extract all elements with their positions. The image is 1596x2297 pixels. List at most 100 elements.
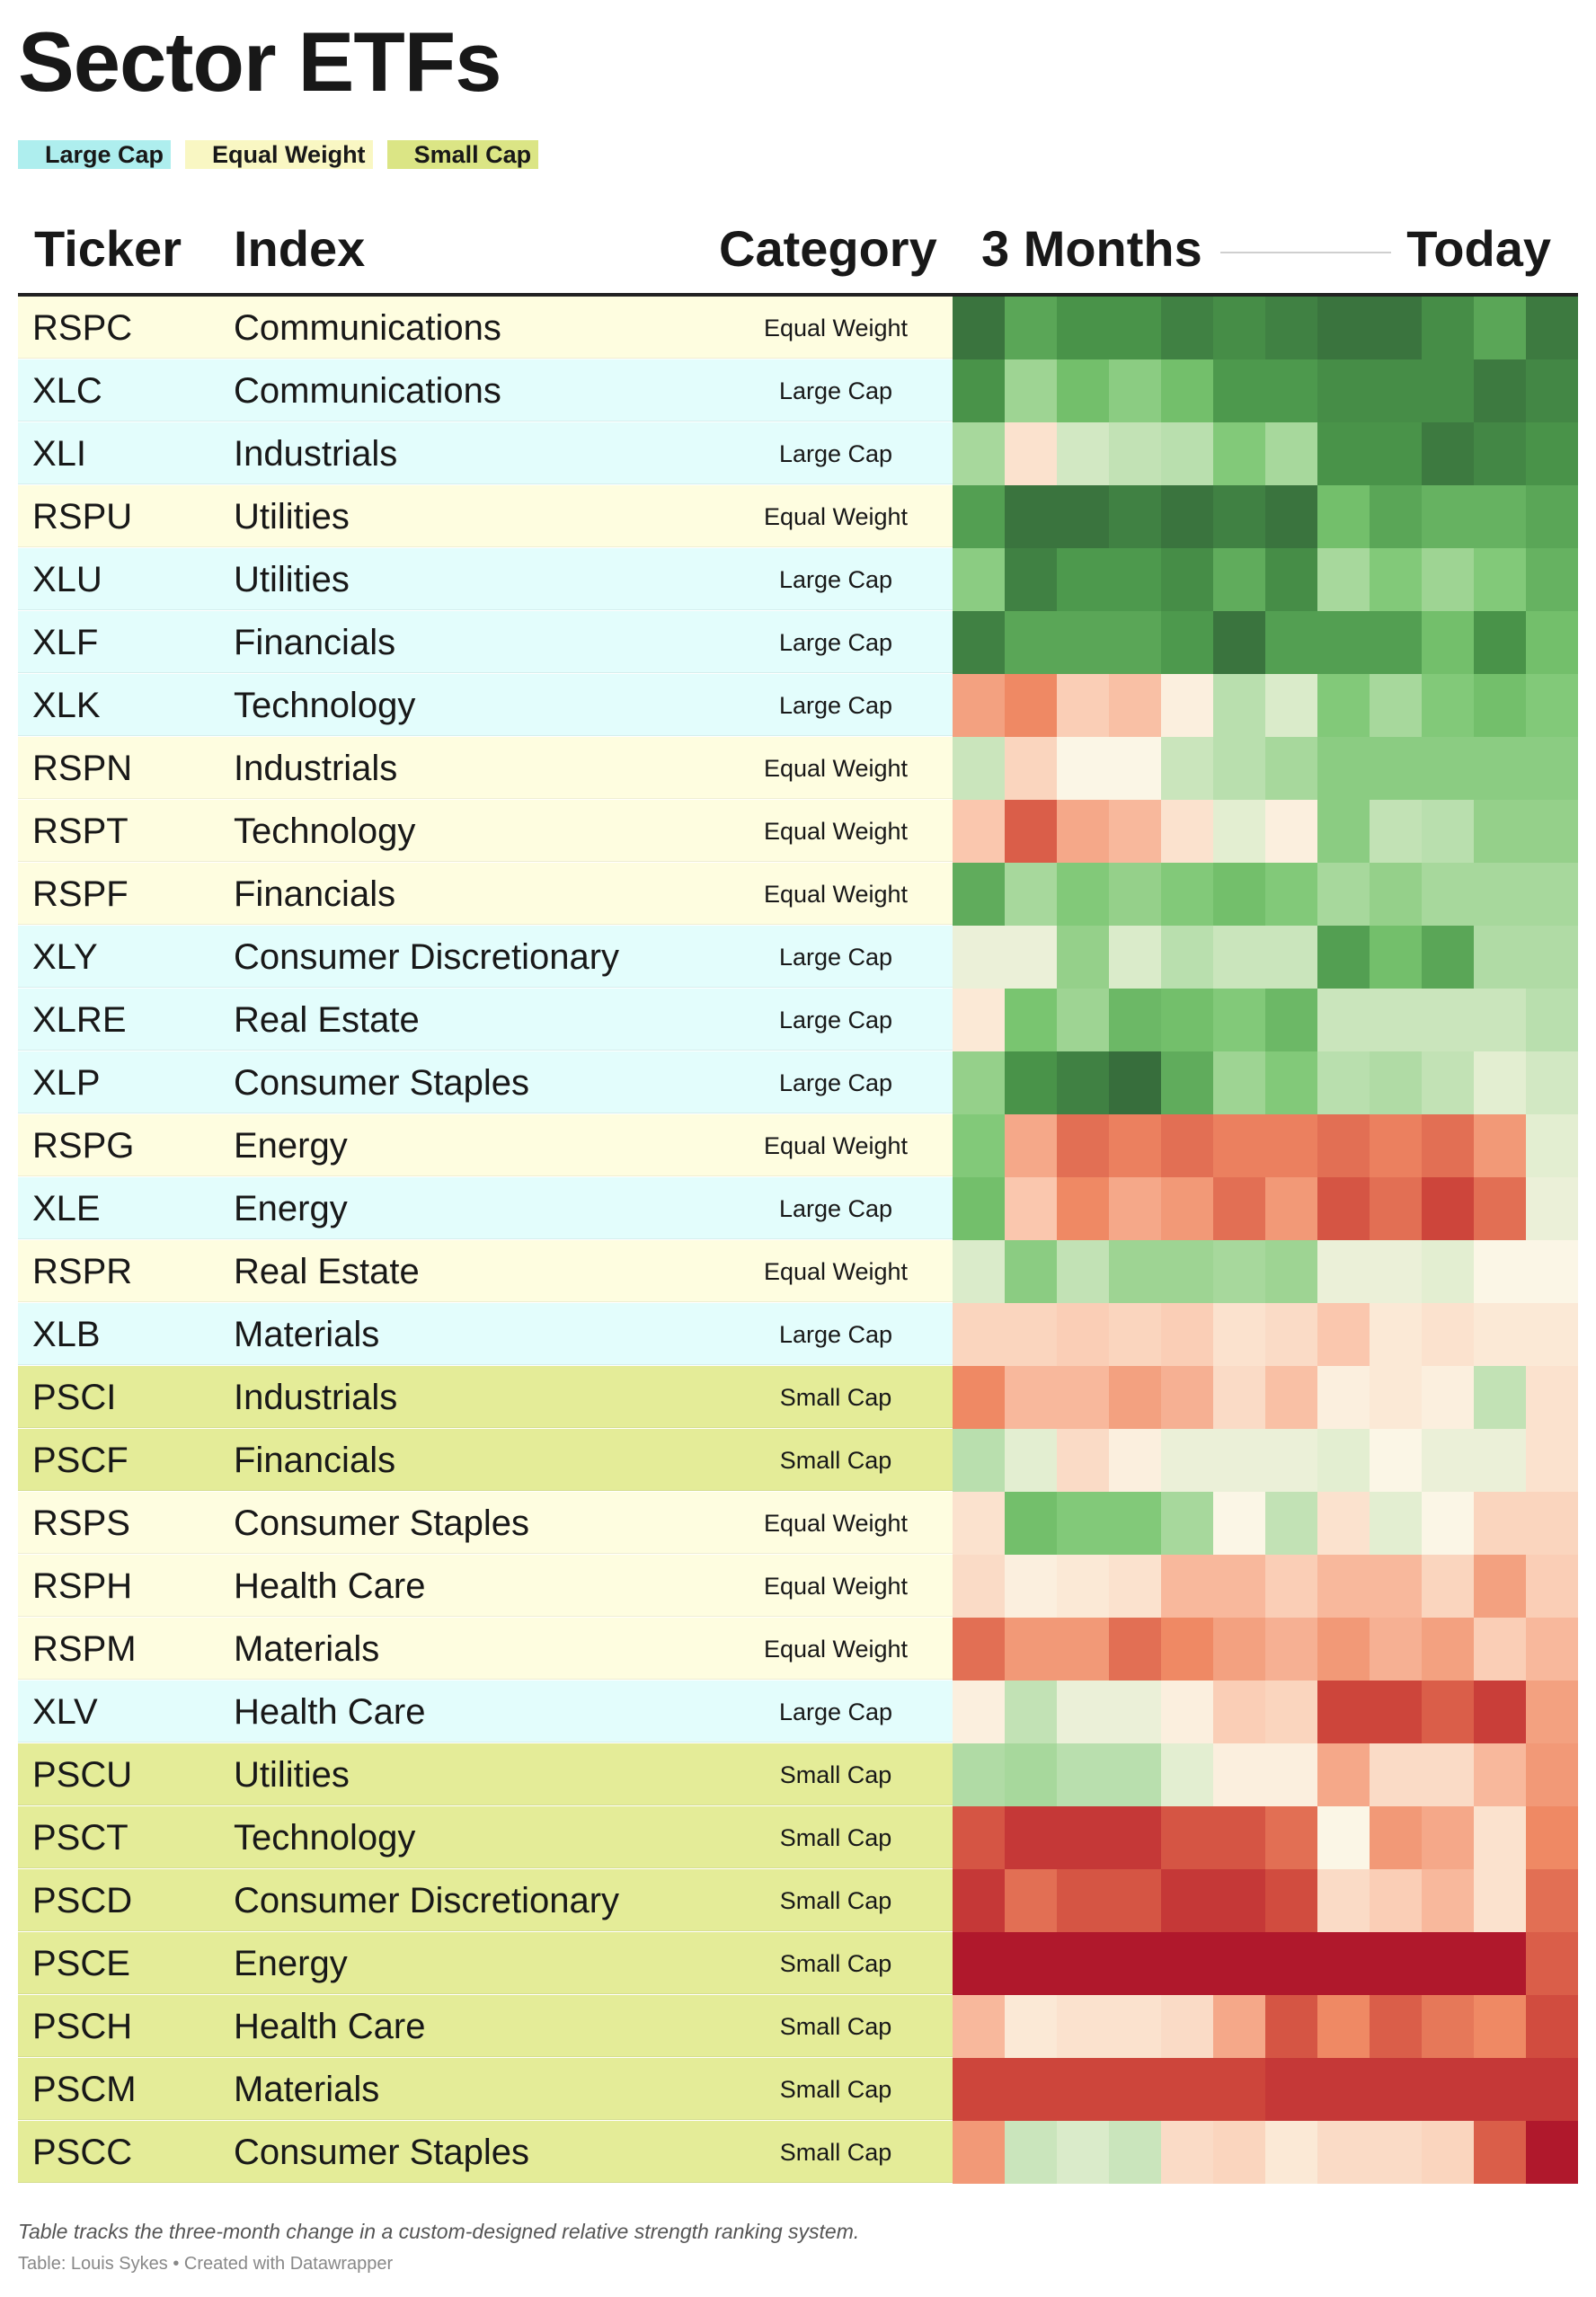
heat-cell bbox=[953, 1177, 1005, 1240]
category-cell: Large Cap bbox=[778, 377, 893, 404]
heat-cell bbox=[1109, 1051, 1161, 1114]
heat-cell bbox=[953, 1932, 1005, 1995]
heat-cell bbox=[1317, 359, 1370, 422]
heat-cell bbox=[1317, 1806, 1370, 1869]
table-row: PSCC Consumer Staples Small Cap bbox=[18, 2121, 1578, 2184]
heat-cell bbox=[1317, 2121, 1370, 2184]
heat-strip bbox=[953, 1995, 1578, 2058]
category-cell: Equal Weight bbox=[763, 315, 909, 341]
category-cell: Equal Weight bbox=[763, 503, 909, 530]
table-row: RSPU Utilities Equal Weight bbox=[18, 485, 1578, 548]
heat-cell bbox=[953, 989, 1005, 1051]
heat-cell bbox=[1005, 1366, 1057, 1429]
heat-cell bbox=[1109, 1806, 1161, 1869]
index-cell: Energy bbox=[234, 1944, 348, 1983]
heat-cell bbox=[1474, 2058, 1526, 2121]
heat-cell bbox=[1474, 800, 1526, 863]
heat-cell bbox=[1317, 2058, 1370, 2121]
ticker-cell: RSPF bbox=[32, 874, 129, 914]
heat-cell bbox=[1317, 548, 1370, 611]
heat-cell bbox=[1005, 926, 1057, 989]
heat-cell bbox=[1109, 1240, 1161, 1303]
heat-cell bbox=[1005, 1240, 1057, 1303]
heat-cell bbox=[1057, 1303, 1109, 1366]
heat-cell bbox=[1057, 1681, 1109, 1743]
heat-cell bbox=[1161, 485, 1213, 548]
heat-cell bbox=[953, 737, 1005, 800]
heat-cell bbox=[1526, 989, 1578, 1051]
row-labels: XLY Consumer Discretionary Large Cap bbox=[18, 926, 953, 988]
heat-cell bbox=[1161, 2058, 1213, 2121]
legend-swatch bbox=[18, 140, 34, 169]
heat-cell bbox=[1474, 1869, 1526, 1932]
heat-cell bbox=[1109, 548, 1161, 611]
heat-strip bbox=[953, 548, 1578, 611]
row-labels: RSPH Health Care Equal Weight bbox=[18, 1555, 953, 1617]
table-row: XLP Consumer Staples Large Cap bbox=[18, 1051, 1578, 1114]
heat-cell bbox=[1213, 1995, 1265, 2058]
heat-cell bbox=[1422, 611, 1474, 674]
ticker-cell: PSCE bbox=[32, 1944, 130, 1983]
heat-cell bbox=[1474, 1177, 1526, 1240]
heat-cell bbox=[1005, 485, 1057, 548]
heat-cell bbox=[1474, 1932, 1526, 1995]
heat-cell bbox=[1526, 422, 1578, 485]
heat-cell bbox=[1161, 422, 1213, 485]
heat-cell bbox=[953, 1555, 1005, 1618]
heat-cell bbox=[1005, 548, 1057, 611]
heat-cell bbox=[953, 1051, 1005, 1114]
ticker-cell: RSPR bbox=[32, 1252, 133, 1291]
heat-strip bbox=[953, 989, 1578, 1051]
heat-cell bbox=[1370, 1429, 1422, 1492]
table-row: RSPM Materials Equal Weight bbox=[18, 1618, 1578, 1681]
heat-cell bbox=[1265, 1114, 1317, 1177]
heat-cell bbox=[1422, 800, 1474, 863]
heat-strip bbox=[953, 1932, 1578, 1995]
heat-cell bbox=[1370, 800, 1422, 863]
table-row: PSCM Materials Small Cap bbox=[18, 2058, 1578, 2121]
heat-cell bbox=[1213, 422, 1265, 485]
heat-cell bbox=[1005, 611, 1057, 674]
ticker-cell: XLRE bbox=[32, 1000, 127, 1040]
heat-cell bbox=[1526, 297, 1578, 359]
heat-cell bbox=[1526, 1114, 1578, 1177]
heat-cell bbox=[1109, 297, 1161, 359]
row-labels: PSCC Consumer Staples Small Cap bbox=[18, 2121, 953, 2183]
legend-label: Equal Weight bbox=[201, 140, 373, 169]
heat-cell bbox=[1213, 548, 1265, 611]
heat-cell bbox=[1422, 926, 1474, 989]
heat-cell bbox=[1370, 1743, 1422, 1806]
heat-cell bbox=[1265, 2058, 1317, 2121]
heat-cell bbox=[1370, 989, 1422, 1051]
legend-item: Small Cap bbox=[386, 140, 539, 169]
index-cell: Technology bbox=[234, 811, 416, 851]
heat-cell bbox=[1057, 485, 1109, 548]
heat-cell bbox=[1317, 1177, 1370, 1240]
heat-cell bbox=[1161, 1806, 1213, 1869]
category-cell: Equal Weight bbox=[763, 1636, 909, 1663]
heat-cell bbox=[1422, 1555, 1474, 1618]
heat-cell bbox=[1213, 1114, 1265, 1177]
heat-cell bbox=[1370, 1051, 1422, 1114]
heat-strip bbox=[953, 1366, 1578, 1429]
heat-cell bbox=[1265, 1555, 1317, 1618]
heat-cell bbox=[1057, 1429, 1109, 1492]
heat-cell bbox=[1265, 611, 1317, 674]
heat-cell bbox=[1370, 674, 1422, 737]
source-credit: Table: Louis Sykes • Created with Datawr… bbox=[18, 2254, 394, 2274]
heat-cell bbox=[1005, 989, 1057, 1051]
category-cell: Small Cap bbox=[779, 1950, 892, 1977]
heat-cell bbox=[1474, 2121, 1526, 2184]
row-labels: XLP Consumer Staples Large Cap bbox=[18, 1051, 953, 1113]
ticker-cell: PSCF bbox=[32, 1441, 129, 1480]
heat-cell bbox=[1057, 422, 1109, 485]
row-labels: PSCM Materials Small Cap bbox=[18, 2058, 953, 2120]
heat-cell bbox=[1526, 1051, 1578, 1114]
heat-cell bbox=[1526, 1240, 1578, 1303]
heat-cell bbox=[1422, 359, 1474, 422]
heat-cell bbox=[1057, 1555, 1109, 1618]
heat-strip bbox=[953, 1303, 1578, 1366]
heat-cell bbox=[1265, 674, 1317, 737]
ticker-cell: RSPG bbox=[32, 1126, 135, 1166]
heat-cell bbox=[1109, 674, 1161, 737]
